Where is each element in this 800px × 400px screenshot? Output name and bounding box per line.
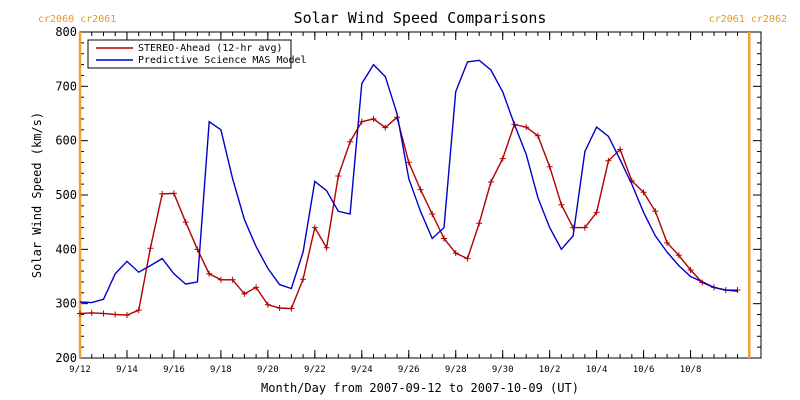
y-tick-label: 500: [55, 188, 77, 202]
x-tick-label: 10/2: [539, 365, 561, 375]
data-point-marker: [476, 220, 483, 227]
data-point-marker: [534, 132, 541, 139]
data-point-marker: [347, 138, 354, 145]
x-tick-label: 9/22: [304, 365, 326, 375]
data-point-marker: [276, 305, 283, 312]
data-point-marker: [253, 284, 260, 291]
data-point-marker: [217, 276, 224, 283]
data-point-marker: [440, 235, 447, 242]
x-tick-label: 9/14: [116, 365, 138, 375]
y-tick-label: 800: [55, 25, 77, 39]
x-tick-label: 9/30: [492, 365, 514, 375]
axis-ticks: 200 300 400 500 600 700 800 9/12 9/14 9/16 9/18 9/2…: [55, 25, 762, 375]
data-point-marker: [88, 309, 95, 316]
data-point-marker: [182, 219, 189, 226]
data-point-marker: [523, 124, 530, 131]
series-layer: [77, 59, 741, 319]
x-tick-label: 9/24: [351, 365, 373, 375]
x-tick-label: 9/18: [210, 365, 232, 375]
y-tick-label: 200: [55, 351, 77, 365]
data-point-marker: [546, 163, 553, 170]
data-point-marker: [100, 310, 107, 317]
data-point-marker: [405, 159, 412, 166]
data-point-marker: [593, 209, 600, 216]
carrington-lines: [78, 32, 751, 358]
data-point-marker: [335, 172, 342, 179]
data-point-marker: [311, 224, 318, 231]
series-line-0: [79, 116, 738, 316]
x-tick-label: 9/16: [163, 365, 185, 375]
x-axis-label: Month/Day from 2007-09-12 to 2007-10-09 …: [261, 381, 579, 395]
legend-box: [87, 39, 292, 69]
legend-label-mas-model: Predictive Science MAS Model: [138, 55, 307, 66]
series-line-1: [79, 59, 738, 304]
x-tick-label: 9/12: [69, 365, 91, 375]
y-tick-label: 400: [55, 242, 77, 256]
data-point-marker: [147, 245, 154, 252]
data-point-marker: [229, 276, 236, 283]
data-point-marker: [288, 305, 295, 312]
data-point-marker: [264, 301, 271, 308]
data-point-marker: [159, 190, 166, 197]
data-point-marker: [382, 124, 389, 131]
data-point-marker: [605, 157, 612, 164]
legend: STEREO-Ahead (12-hr avg) Predictive Scie…: [87, 39, 307, 69]
x-tick-label: 9/28: [445, 365, 467, 375]
data-point-marker: [617, 146, 624, 153]
data-point-marker: [464, 255, 471, 262]
data-point-marker: [370, 115, 377, 122]
data-point-marker: [300, 276, 307, 283]
data-point-marker: [558, 201, 565, 208]
x-tick-label: 9/20: [257, 365, 279, 375]
data-point-marker: [687, 266, 694, 273]
data-point-marker: [112, 311, 119, 318]
data-point-marker: [452, 250, 459, 257]
data-point-marker: [581, 224, 588, 231]
data-point-marker: [675, 252, 682, 259]
y-tick-label: 300: [55, 297, 77, 311]
chart-title: Solar Wind Speed Comparisons: [294, 9, 547, 27]
data-point-marker: [358, 118, 365, 125]
data-point-marker: [487, 178, 494, 185]
x-tick-label: 10/8: [680, 365, 702, 375]
x-tick-label: 9/26: [398, 365, 420, 375]
data-point-marker: [77, 310, 83, 317]
y-tick-label: 600: [55, 134, 77, 148]
data-point-marker: [499, 155, 506, 162]
data-point-marker: [652, 208, 659, 215]
plot-frame: [79, 31, 762, 359]
data-point-marker: [206, 270, 213, 277]
data-point-marker: [123, 312, 130, 319]
data-point-marker: [241, 290, 248, 297]
x-tick-label: 10/6: [633, 365, 655, 375]
x-tick-label: 10/4: [586, 365, 608, 375]
y-axis-label: Solar Wind Speed (km/s): [30, 112, 44, 278]
data-point-marker: [570, 224, 577, 231]
carrington-label-left: cr2060 cr2061: [38, 14, 116, 25]
data-point-marker: [429, 211, 436, 218]
data-point-marker: [135, 307, 142, 314]
data-point-marker: [734, 287, 741, 294]
data-point-marker: [170, 190, 177, 197]
legend-label-stereo: STEREO-Ahead (12-hr avg): [138, 43, 283, 54]
carrington-label-right: cr2061 cr2062: [709, 14, 787, 25]
data-point-marker: [664, 239, 671, 246]
data-point-marker: [417, 186, 424, 193]
data-point-marker: [640, 189, 647, 196]
data-point-marker: [323, 244, 330, 251]
y-tick-label: 700: [55, 79, 77, 93]
